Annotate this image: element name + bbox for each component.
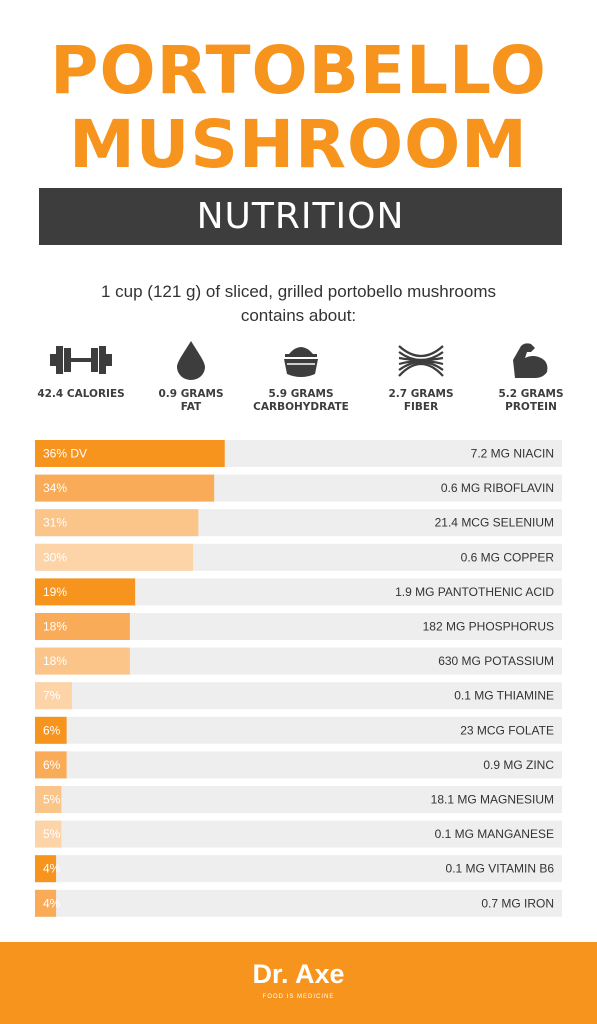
bar-value-label: 4%: [43, 862, 61, 876]
bar: [35, 613, 130, 640]
bar: [35, 474, 215, 502]
subtitle-text: NUTRITION: [196, 196, 405, 237]
stat-calories-label: 42.4 CALORIES: [37, 388, 125, 400]
bar: [35, 543, 194, 571]
stat-fat-label: 0.9 GRAMS FAT: [158, 388, 224, 413]
brand-logo: Dr. Axe: [252, 959, 345, 989]
bar-track: [35, 751, 562, 779]
bar-track: [35, 786, 562, 813]
nutrient-label: 182 MG PHOSPHORUS: [423, 620, 554, 634]
stat-carbohydrate: 5.9 GRAMS CARBOHYDRATE: [242, 340, 360, 414]
nutrient-bar-chart: 36% DV 7.2 MG NIACIN 34% 0.6 MG RIBOFLAVIN 3…: [35, 440, 562, 917]
title-line-2: MUSHROOM: [69, 106, 528, 183]
bar: [35, 578, 136, 606]
bar-track: [35, 682, 562, 710]
bar: [35, 855, 57, 883]
bar-value-label: 5%: [43, 827, 61, 841]
bar-value-label: 5%: [43, 793, 61, 807]
nutrient-label: 630 MG POTASSIUM: [438, 654, 554, 668]
stat-fat: 0.9 GRAMS FAT: [132, 340, 250, 414]
bar-value-label: 36% DV: [43, 447, 87, 461]
drop-icon: [177, 341, 205, 380]
bar-value-label: 31%: [43, 516, 67, 530]
stat-protein-label: 5.2 GRAMS PROTEIN: [498, 388, 564, 413]
bar-value-label: 19%: [43, 585, 67, 599]
nutrient-label: 0.9 MG ZINC: [483, 758, 554, 772]
fiber-icon: [398, 345, 444, 377]
nutrient-label: 0.6 MG RIBOFLAVIN: [441, 481, 554, 495]
subtitle-banner: NUTRITION: [39, 188, 562, 245]
bar-value-label: 18%: [43, 654, 67, 668]
bar: [35, 820, 62, 848]
bar-value-label: 34%: [43, 481, 67, 495]
nutrient-label: 1.9 MG PANTOTHENIC ACID: [395, 585, 554, 599]
intro-line-2: contains about:: [240, 306, 357, 325]
dumbbell-icon: [50, 346, 112, 374]
bar: [35, 786, 62, 813]
nutrient-label: 7.2 MG NIACIN: [471, 447, 554, 461]
bar-track: [35, 820, 562, 848]
nutrient-label: 18.1 MG MAGNESIUM: [431, 793, 554, 807]
stat-carbohydrate-label: 5.9 GRAMS CARBOHYDRATE: [253, 388, 349, 413]
bar-track: [35, 889, 562, 917]
bar-value-label: 18%: [43, 620, 67, 634]
nutrient-label: 0.1 MG VITAMIN B6: [446, 862, 555, 876]
bowl-icon: [284, 347, 318, 377]
nutrient-label: 21.4 MCG SELENIUM: [435, 516, 554, 530]
flexed-arm-icon: [513, 343, 548, 378]
bar-track: [35, 716, 562, 744]
stat-protein: 5.2 GRAMS PROTEIN: [472, 340, 590, 414]
footer-band: [0, 942, 597, 1024]
title-line-1: PORTOBELLO: [50, 32, 547, 109]
bar: [35, 682, 72, 710]
bar-track: [35, 855, 562, 883]
stat-fiber-label: 2.7 GRAMS FIBER: [388, 388, 454, 413]
bar-value-label: 4%: [43, 896, 61, 910]
bar: [35, 647, 130, 675]
nutrient-label: 0.1 MG THIAMINE: [454, 689, 554, 703]
nutrient-label: 0.7 MG IRON: [481, 896, 554, 910]
bar-value-label: 6%: [43, 758, 61, 772]
stat-fiber: 2.7 GRAMS FIBER: [362, 340, 480, 414]
bar-value-label: 30%: [43, 550, 67, 564]
intro-line-1: 1 cup (121 g) of sliced, grilled portobe…: [101, 282, 496, 301]
stat-calories: 42.4 CALORIES: [22, 340, 140, 401]
bar: [35, 716, 67, 744]
brand-tagline: FOOD IS MEDICINE: [262, 994, 335, 1000]
bar-value-label: 6%: [43, 723, 61, 737]
bar: [35, 509, 199, 537]
nutrient-label: 0.6 MG COPPER: [461, 550, 555, 564]
bar: [35, 751, 67, 779]
bar: [35, 440, 225, 467]
bar-value-label: 7%: [43, 689, 61, 703]
intro-text: 1 cup (121 g) of sliced, grilled portobe…: [0, 280, 597, 328]
nutrient-label: 0.1 MG MANGANESE: [435, 827, 554, 841]
bar: [35, 889, 57, 917]
nutrient-label: 23 MCG FOLATE: [460, 723, 554, 737]
